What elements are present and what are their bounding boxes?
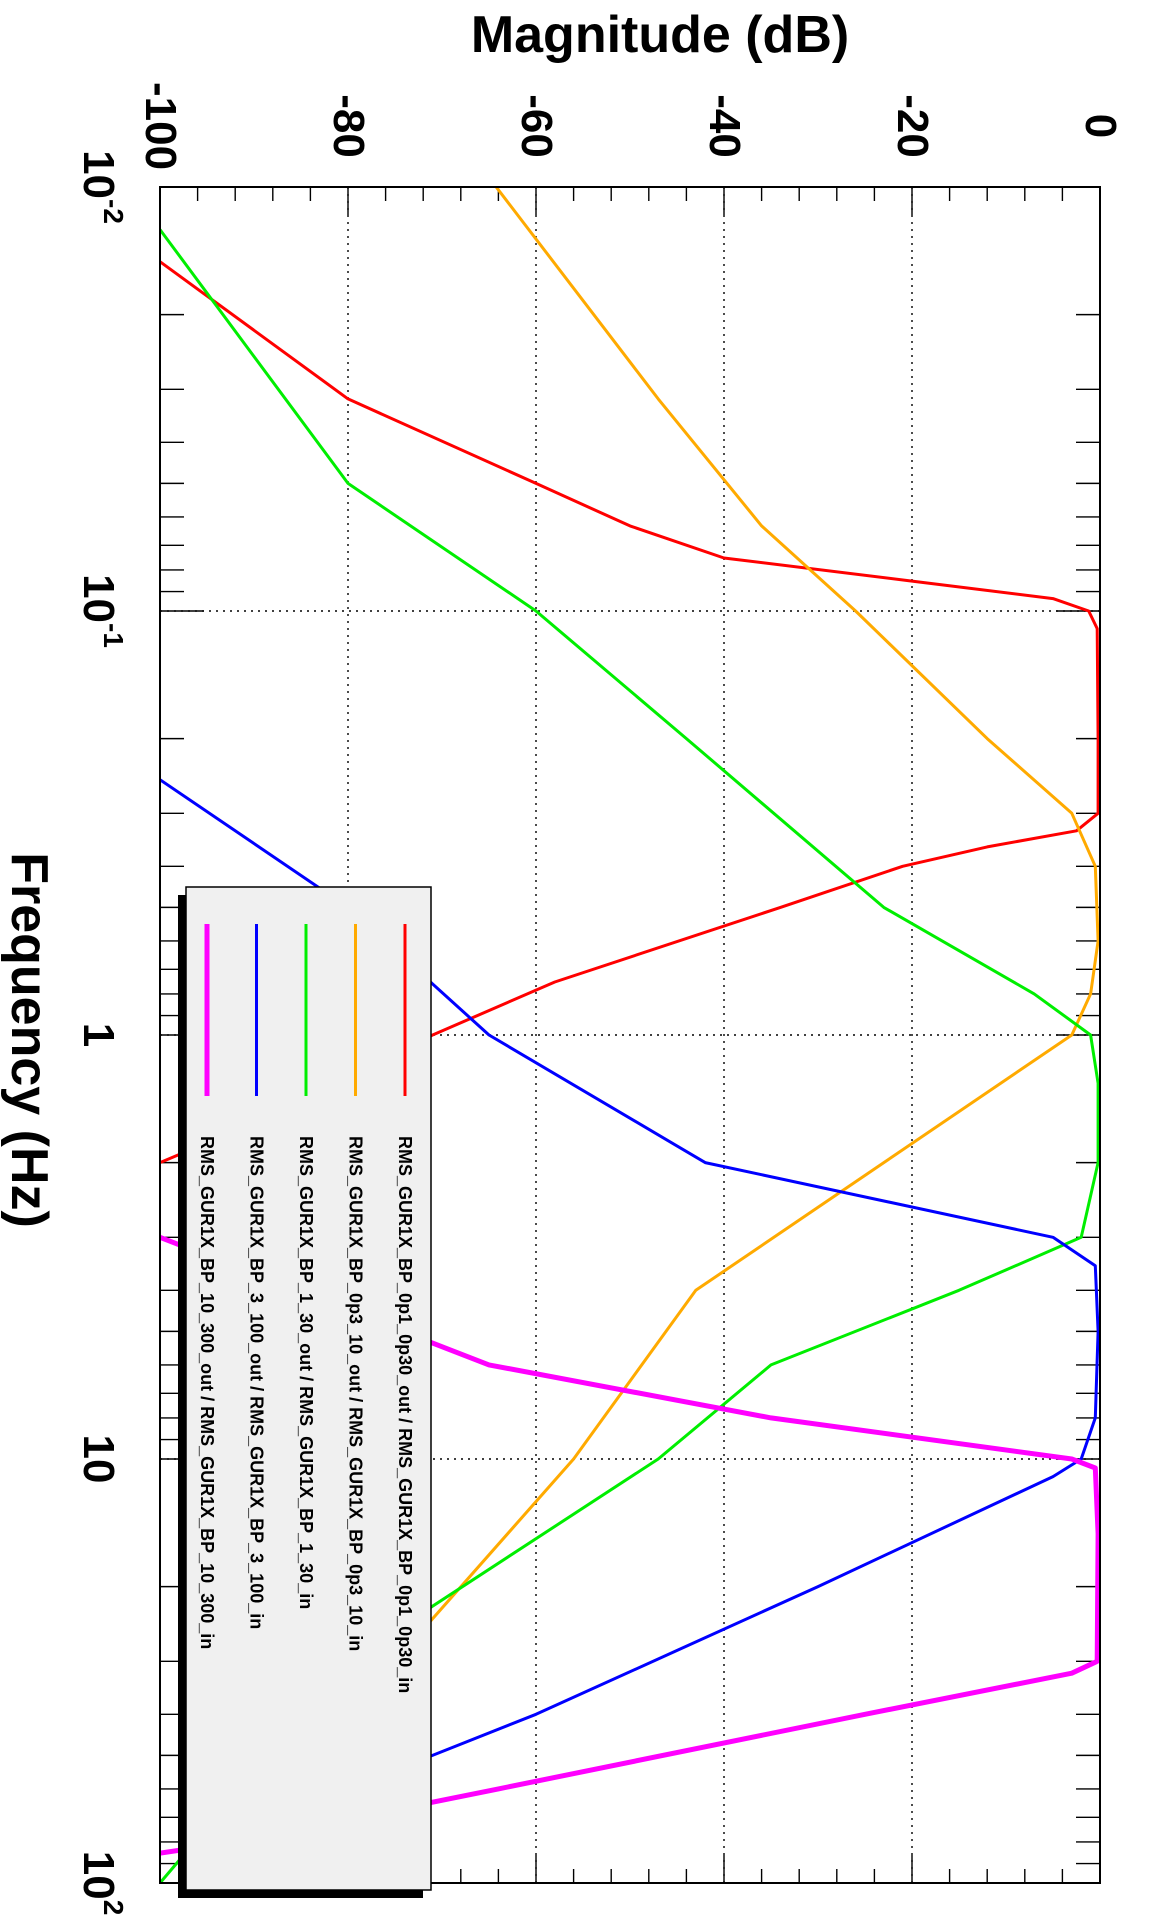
magnitude-tick-label: -80: [324, 94, 373, 158]
legend: RMS_GUR1X_BP_0p1_0p30_out / RMS_GUR1X_BP…: [178, 886, 432, 1898]
frequency-tick-label: 102: [74, 1851, 129, 1916]
legend-label-1: RMS_GUR1X_BP_0p1_0p30_out / RMS_GUR1X_BP…: [395, 1136, 415, 1693]
tick-exponent: 2: [98, 1900, 129, 1916]
tick-base: 10: [74, 1435, 123, 1484]
tick-base: 10: [74, 574, 123, 623]
plot-frame: [159, 186, 1101, 1884]
legend-entries: RMS_GUR1X_BP_0p1_0p30_out / RMS_GUR1X_BP…: [197, 924, 415, 1693]
magnitude-tick-label: -40: [700, 94, 749, 158]
legend-box: [185, 886, 432, 1891]
legend-label-3: RMS_GUR1X_BP_1_30_out / RMS_GUR1X_BP_1_3…: [296, 1136, 316, 1609]
magnitude-axis-title: Magnitude (dB): [471, 6, 849, 64]
series-line-5: [160, 1234, 1100, 1856]
magnitude-tick-label: 0: [1076, 114, 1125, 138]
tick-base: 10: [74, 1851, 123, 1900]
frequency-axis-title: Frequency (Hz): [0, 852, 58, 1228]
series-line-2: [280, 187, 1100, 1883]
series-line-1: [160, 260, 1100, 1164]
series-line-3: [160, 228, 1100, 1883]
frequency-tick-label: 1: [74, 1023, 123, 1047]
tick-base: 10: [74, 150, 123, 199]
frequency-tick-label: 10-1: [74, 574, 129, 648]
frequency-tick-label: 10-2: [74, 150, 129, 224]
legend-label-2: RMS_GUR1X_BP_0p3_10_out / RMS_GUR1X_BP_0…: [346, 1136, 366, 1651]
magnitude-tick-label: -100: [136, 82, 185, 170]
tick-exponent: -2: [98, 199, 129, 224]
legend-label-5: RMS_GUR1X_BP_10_300_out / RMS_GUR1X_BP_1…: [197, 1136, 217, 1649]
legend-label-4: RMS_GUR1X_BP_3_100_out / RMS_GUR1X_BP_3_…: [247, 1136, 267, 1629]
plot-series: [160, 187, 1100, 1883]
series-line-4: [160, 778, 1100, 1883]
magnitude-tick-label: -60: [512, 94, 561, 158]
magnitude-tick-label: -20: [888, 94, 937, 158]
frequency-tick-label: 10: [74, 1435, 123, 1484]
tick-base: 1: [74, 1023, 123, 1047]
tick-exponent: -1: [98, 623, 129, 648]
